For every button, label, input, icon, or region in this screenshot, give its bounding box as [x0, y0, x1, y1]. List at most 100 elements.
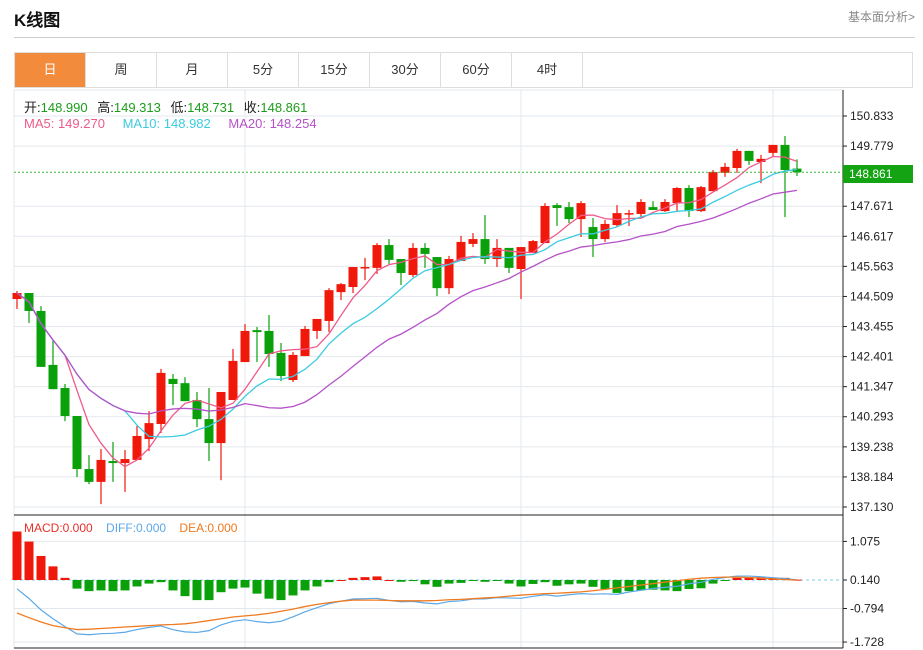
macd-bar — [300, 580, 310, 591]
candle-up — [756, 158, 766, 163]
candle-down — [432, 257, 442, 289]
macd-bar — [576, 580, 586, 584]
tab-day[interactable]: 日 — [15, 53, 86, 87]
candle-down — [264, 330, 274, 355]
macd-bar — [96, 580, 106, 591]
macd-axis-label: 0.140 — [850, 573, 880, 587]
candle-up — [492, 247, 502, 260]
macd-axis-label: -1.728 — [850, 635, 884, 649]
price-axis-label: 137.130 — [850, 500, 894, 514]
macd-bar — [732, 577, 742, 580]
ma5-value: MA5: 149.270 — [24, 116, 105, 131]
ma5-line — [16, 155, 798, 468]
macd-bar — [60, 577, 70, 580]
candle-up — [228, 360, 238, 400]
candle-down — [168, 378, 178, 385]
macd-bar — [48, 566, 58, 580]
macd-bar — [288, 580, 298, 596]
ma10-value: MA10: 148.982 — [122, 116, 211, 131]
candle-down — [588, 227, 598, 240]
candle-up — [348, 267, 358, 288]
candle-down — [792, 168, 802, 173]
candle-up — [444, 259, 454, 289]
candle-down — [84, 469, 94, 482]
macd-bar — [144, 580, 154, 584]
macd-bar — [252, 580, 262, 594]
price-axis-label: 138.184 — [850, 470, 894, 484]
macd-bar — [132, 580, 142, 587]
macd-bar — [624, 580, 634, 592]
price-axis-label: 150.833 — [850, 109, 894, 123]
macd-bar — [708, 580, 718, 584]
macd-bar — [108, 580, 118, 592]
tab-4h[interactable]: 4时 — [512, 53, 583, 87]
candle-up — [540, 205, 550, 244]
candle-up — [720, 166, 730, 173]
header-divider — [14, 37, 915, 38]
candle-down — [648, 207, 658, 210]
macd-bar — [84, 580, 94, 592]
macd-bar — [12, 531, 22, 580]
price-axis-label: 145.563 — [850, 259, 894, 273]
macd-bar — [516, 580, 526, 587]
tab-60min[interactable]: 60分 — [441, 53, 512, 87]
macd-bar — [480, 580, 490, 582]
macd-bar — [120, 580, 130, 591]
candle-up — [456, 241, 466, 262]
candle-down — [48, 364, 58, 390]
macd-bar — [720, 580, 730, 581]
candle-down — [564, 207, 574, 220]
candle-up — [468, 239, 478, 244]
candle-up — [336, 284, 346, 293]
macd-bar — [348, 577, 358, 580]
candle-down — [552, 205, 562, 208]
macd-bar — [24, 541, 34, 580]
price-axis-label: 139.238 — [850, 440, 894, 454]
candle-up — [240, 330, 250, 363]
macd-bar — [432, 580, 442, 587]
high-value: 149.313 — [113, 100, 161, 115]
candle-up — [300, 328, 310, 357]
price-axis-label: 149.779 — [850, 139, 894, 153]
candle-up — [324, 290, 334, 321]
candle-down — [108, 461, 118, 464]
close-label: 收: — [243, 100, 261, 115]
tab-15min[interactable]: 15分 — [299, 53, 370, 87]
tab-week[interactable]: 周 — [86, 53, 157, 87]
macd-bar — [600, 580, 610, 589]
candle-up — [96, 459, 106, 482]
candle-down — [744, 150, 754, 161]
macd-value: MACD:0.000 — [24, 521, 93, 535]
macd-bar — [564, 580, 574, 585]
macd-bar — [468, 580, 478, 581]
tab-5min[interactable]: 5分 — [228, 53, 299, 87]
candle-down — [480, 239, 490, 260]
fundamental-analysis-link[interactable]: 基本面分析> — [847, 10, 915, 24]
macd-bar — [204, 580, 214, 601]
macd-bar — [276, 580, 286, 601]
ohlc-legend: 开:148.990 高:149.313 低:148.731 收:148.861 — [24, 97, 313, 116]
macd-bar — [324, 580, 334, 583]
candle-up — [768, 144, 778, 153]
candle-up — [528, 241, 538, 254]
tab-month[interactable]: 月 — [157, 53, 228, 87]
macd-bar — [612, 580, 622, 593]
price-axis-label: 146.617 — [850, 229, 894, 243]
macd-bar — [180, 580, 190, 597]
macd-bar — [504, 580, 514, 584]
tab-30min[interactable]: 30分 — [370, 53, 441, 87]
price-axis-label: 140.293 — [850, 410, 894, 424]
macd-bar — [72, 580, 82, 589]
candle-down — [204, 419, 214, 444]
macd-bar — [372, 576, 382, 580]
macd-bar — [240, 580, 250, 588]
macd-bar — [168, 580, 178, 591]
current-price-tag: 148.861 — [843, 165, 913, 183]
macd-bar — [420, 580, 430, 585]
macd-bar — [336, 580, 346, 581]
candle-up — [372, 245, 382, 268]
macd-axis-label: -0.794 — [850, 602, 884, 616]
candle-up — [660, 201, 670, 212]
candle-up — [216, 392, 226, 444]
